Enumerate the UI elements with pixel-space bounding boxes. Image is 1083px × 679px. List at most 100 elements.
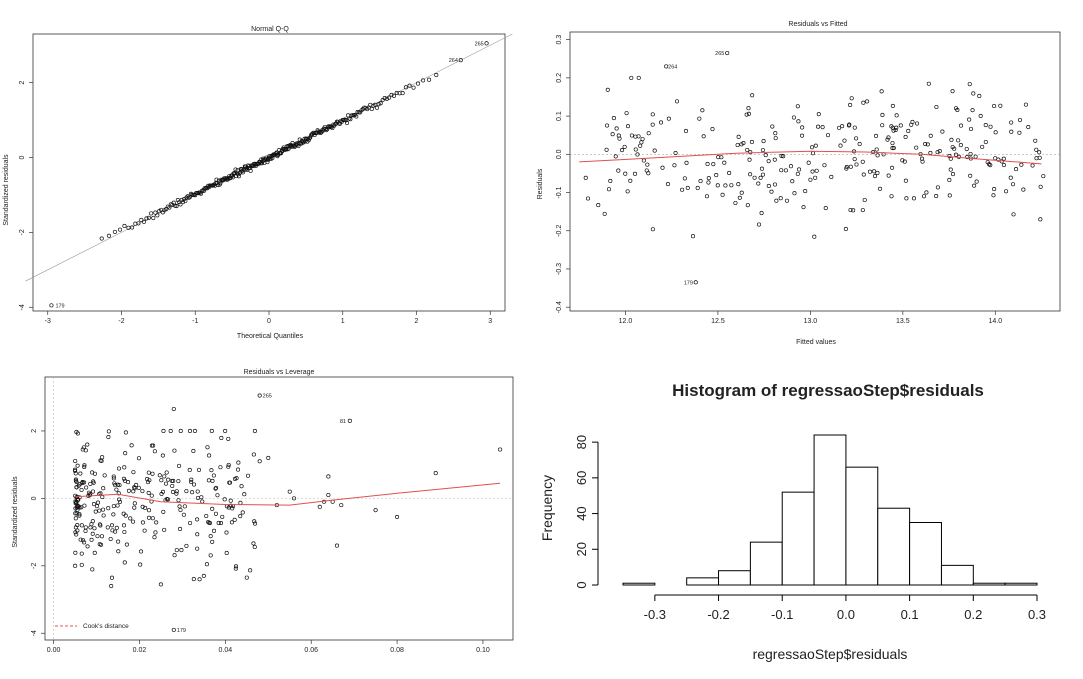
rf-point [745,203,750,208]
rl-point [77,513,82,518]
qq-point [232,171,237,176]
rf-point [1009,129,1014,134]
rf-point [987,162,992,167]
rf-point [706,180,711,185]
rl-point [171,406,176,412]
rf-point [988,124,993,129]
rl-point [73,471,78,476]
rf-point [970,108,975,113]
rf-point [890,146,895,151]
rf-point [935,185,940,190]
rf-point [848,164,853,169]
rf-point [891,146,896,151]
rf-point [613,154,618,159]
rf-point [950,172,956,177]
rf-point [1041,174,1046,179]
rl-point [226,436,231,441]
rl-point [171,627,176,632]
rf-point [636,75,641,80]
rf-point [950,145,955,150]
rf-point [924,190,929,195]
rl-point [162,527,167,532]
rf-point [790,179,795,184]
rl-point [100,507,106,512]
rl-point [252,519,257,524]
rf-point [739,190,744,195]
rl-point [100,455,105,460]
rf-point [800,125,805,130]
rl-point [233,564,239,569]
rf-point [774,198,779,203]
rf-point [704,194,709,199]
rl-point [78,471,83,476]
rl-point [147,478,152,483]
rl-x-tick-label: 0.02 [133,647,147,654]
rl-point [90,489,96,494]
rl-y-tick-label: -2 [31,563,38,569]
qq-point [356,110,361,115]
qq-point [301,140,306,145]
rf-point [635,152,640,157]
rl-point [498,447,503,452]
rl-point [108,536,113,542]
rl-point [82,464,87,470]
hist-x-tick-label: 0.3 [1028,607,1046,622]
rl-point [132,501,137,506]
rl-point [138,562,143,567]
rl-point [178,507,183,513]
hist-xlabel: regressaoStep$residuals [753,646,908,662]
rl-smoother-line [75,482,501,506]
rl-point [209,468,214,473]
rf-point [723,183,728,188]
rf-point [974,179,979,184]
rf-point [698,179,703,184]
rl-point [122,465,127,470]
rl-point [79,551,84,556]
rl-point [227,480,232,485]
rl-point [252,521,258,526]
rl-point [75,523,80,528]
rl-point [85,544,90,549]
rf-point [879,89,884,94]
rf-point [928,133,933,138]
qq-point [394,90,399,95]
qq-plot-frame [32,33,506,312]
rl-point [81,445,86,450]
rf-point [816,124,821,129]
rl-point [201,573,206,578]
rf-point [934,194,939,199]
rf-point [744,112,749,117]
rf-x-tick-label: 12.0 [619,318,633,325]
qq-point [139,217,144,223]
qq-point [151,215,156,221]
rf-point [792,191,797,196]
rf-point [711,162,716,167]
rf-point [800,133,805,138]
rf-point [610,132,615,137]
rl-point [174,548,179,553]
hist-y-tick-label: 80 [574,435,589,449]
rl-point [79,562,84,567]
rl-point [171,478,176,483]
rf-point [1026,125,1031,130]
rl-point [150,471,155,476]
rl-point [166,477,171,482]
rf-point [665,182,670,187]
rl-point [109,575,115,580]
qq-point [407,83,412,88]
rl-point [90,519,95,524]
rf-point [759,211,764,216]
rl-point [433,471,438,476]
rl-point [101,486,106,491]
rl-point [146,470,151,475]
rl-point [181,512,186,517]
rl-point [109,523,115,528]
qq-point [344,120,350,126]
rl-point [88,481,93,486]
rl-x-tick-label: 0.06 [304,647,318,654]
rl-point [151,443,156,448]
rf-point [769,189,774,194]
rf-point [956,138,961,143]
rf-point [650,227,655,232]
rf-point [719,155,724,160]
